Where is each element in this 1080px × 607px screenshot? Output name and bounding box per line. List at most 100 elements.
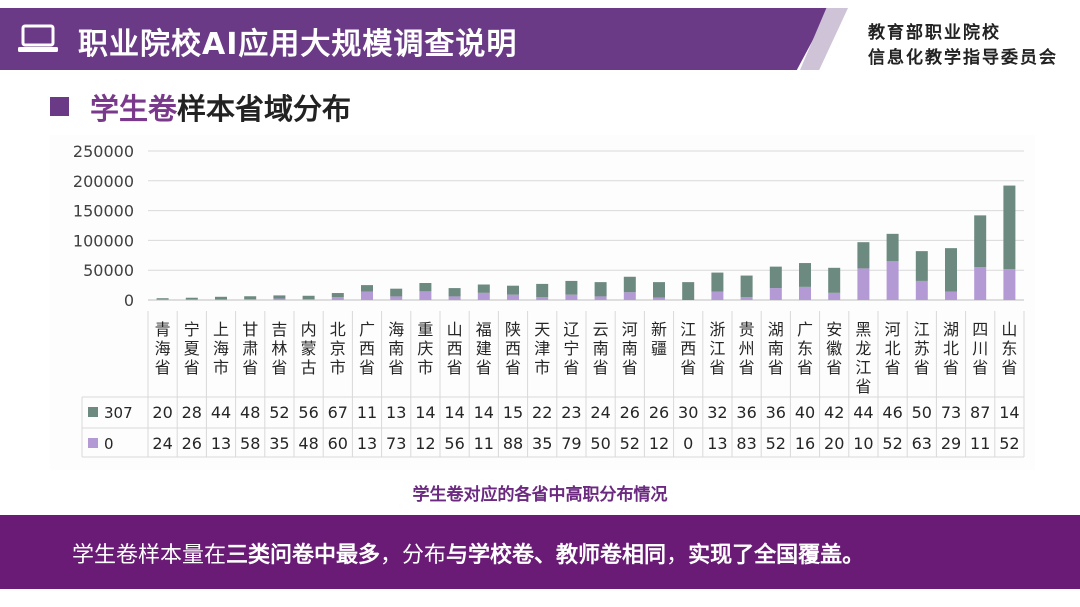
bar-segment — [769, 288, 782, 300]
table-value: 73 — [386, 434, 406, 453]
table-value: 11 — [970, 434, 990, 453]
section-title-highlight: 学生卷 — [90, 92, 178, 126]
bar-segment — [711, 272, 724, 292]
x-category-label: 省 — [271, 358, 287, 377]
table-value: 56 — [298, 403, 318, 422]
footer-bold-1: 三类问卷中最多 — [226, 543, 381, 568]
x-category-label: 省 — [885, 358, 901, 377]
bar-segment — [244, 299, 257, 300]
x-category-label: 甘 — [242, 320, 258, 339]
organization-line-2: 信息化教学指导委员会 — [868, 48, 1058, 68]
x-category-label: 江 — [855, 358, 871, 377]
y-tick-label: 200000 — [73, 172, 134, 191]
x-category-label: 建 — [476, 339, 492, 358]
table-value: 14 — [444, 403, 464, 422]
bar-segment — [156, 299, 169, 301]
x-category-label: 省 — [943, 358, 959, 377]
bar-segment — [185, 299, 198, 301]
x-category-label: 贵 — [739, 320, 755, 339]
table-value: 12 — [649, 434, 669, 453]
bar-segment — [740, 297, 753, 300]
table-value: 88 — [503, 434, 523, 453]
x-category-label: 黑 — [855, 320, 871, 339]
bar-segment — [945, 248, 957, 292]
table-value: 35 — [532, 434, 552, 453]
x-category-label: 苏 — [914, 339, 930, 358]
table-value: 0 — [683, 434, 693, 453]
x-category-label: 湖 — [943, 320, 959, 339]
x-category-label: 省 — [1001, 358, 1017, 377]
table-value: 58 — [240, 434, 260, 453]
legend-swatch — [88, 407, 98, 417]
table-value: 73 — [941, 403, 961, 422]
x-category-label: 北 — [330, 320, 346, 339]
table-value: 22 — [532, 403, 552, 422]
legend-label: 0 — [104, 435, 114, 453]
footer-bold-3: 实现了全国覆盖。 — [688, 543, 865, 568]
bar-segment — [331, 297, 344, 300]
x-category-label: 海 — [388, 320, 404, 339]
bar-segment — [185, 297, 198, 300]
x-category-label: 省 — [476, 358, 492, 377]
x-category-label: 江 — [680, 320, 696, 339]
bar-segment — [1003, 185, 1016, 270]
x-category-label: 河 — [885, 320, 901, 339]
table-value: 50 — [912, 403, 932, 422]
table-value: 46 — [882, 403, 902, 422]
bar-segment — [886, 261, 899, 300]
x-category-label: 省 — [388, 358, 404, 377]
bar-segment — [945, 291, 957, 300]
x-category-label: 西 — [447, 339, 463, 358]
y-tick-label: 150000 — [73, 202, 134, 221]
bar-segment — [653, 282, 665, 298]
x-category-label: 四 — [972, 320, 988, 339]
x-category-label: 宁 — [563, 339, 579, 358]
table-value: 52 — [620, 434, 640, 453]
x-category-label: 龙 — [855, 339, 871, 358]
y-tick-label: 50000 — [83, 261, 134, 280]
bar-segment — [974, 267, 987, 300]
x-category-label: 省 — [709, 358, 725, 377]
x-category-label: 肃 — [242, 339, 258, 358]
table-value: 30 — [678, 403, 698, 422]
x-category-label: 广 — [359, 320, 375, 339]
x-category-label: 庆 — [417, 339, 433, 358]
x-category-label: 市 — [213, 358, 229, 377]
x-category-label: 北 — [943, 339, 959, 358]
table-value: 14 — [474, 403, 494, 422]
table-value: 52 — [999, 434, 1019, 453]
x-category-label: 州 — [739, 339, 755, 358]
x-category-label: 山 — [447, 320, 463, 339]
bar-segment — [361, 291, 373, 300]
bar-segment — [799, 286, 811, 300]
x-category-label: 南 — [388, 339, 404, 358]
bar-segment — [302, 299, 315, 300]
x-category-label: 省 — [739, 358, 755, 377]
x-category-label: 省 — [359, 358, 375, 377]
x-category-label: 省 — [242, 358, 258, 377]
section-title-rest: 样本省域分布 — [177, 92, 352, 126]
x-category-label: 安 — [826, 320, 842, 339]
x-category-label: 江 — [709, 339, 725, 358]
table-value: 13 — [357, 434, 377, 453]
bar-segment — [156, 298, 169, 300]
table-value: 42 — [824, 403, 844, 422]
table-value: 11 — [474, 434, 494, 453]
table-value: 44 — [853, 403, 873, 422]
table-value: 35 — [269, 434, 289, 453]
bar-segment — [828, 292, 841, 300]
table-value: 56 — [444, 434, 464, 453]
x-category-label: 林 — [271, 339, 287, 358]
table-value: 13 — [211, 434, 231, 453]
bar-segment — [799, 263, 811, 287]
x-category-label: 江 — [914, 320, 930, 339]
x-category-label: 省 — [447, 358, 463, 377]
bar-segment — [390, 288, 403, 297]
bar-segment — [448, 296, 461, 300]
bar-segment — [273, 295, 286, 299]
chart-container: 250000 200000 150000 100000 50000 0 青海省宁夏省上海市甘… — [50, 135, 1035, 470]
footer-banner: 学生卷样本量在三类问卷中最多，分布与学校卷、教师卷相同，实现了全国覆盖。 — [0, 515, 1080, 589]
table-value: 48 — [298, 434, 318, 453]
bar-segment — [886, 233, 899, 262]
x-category-label: 川 — [972, 339, 988, 358]
